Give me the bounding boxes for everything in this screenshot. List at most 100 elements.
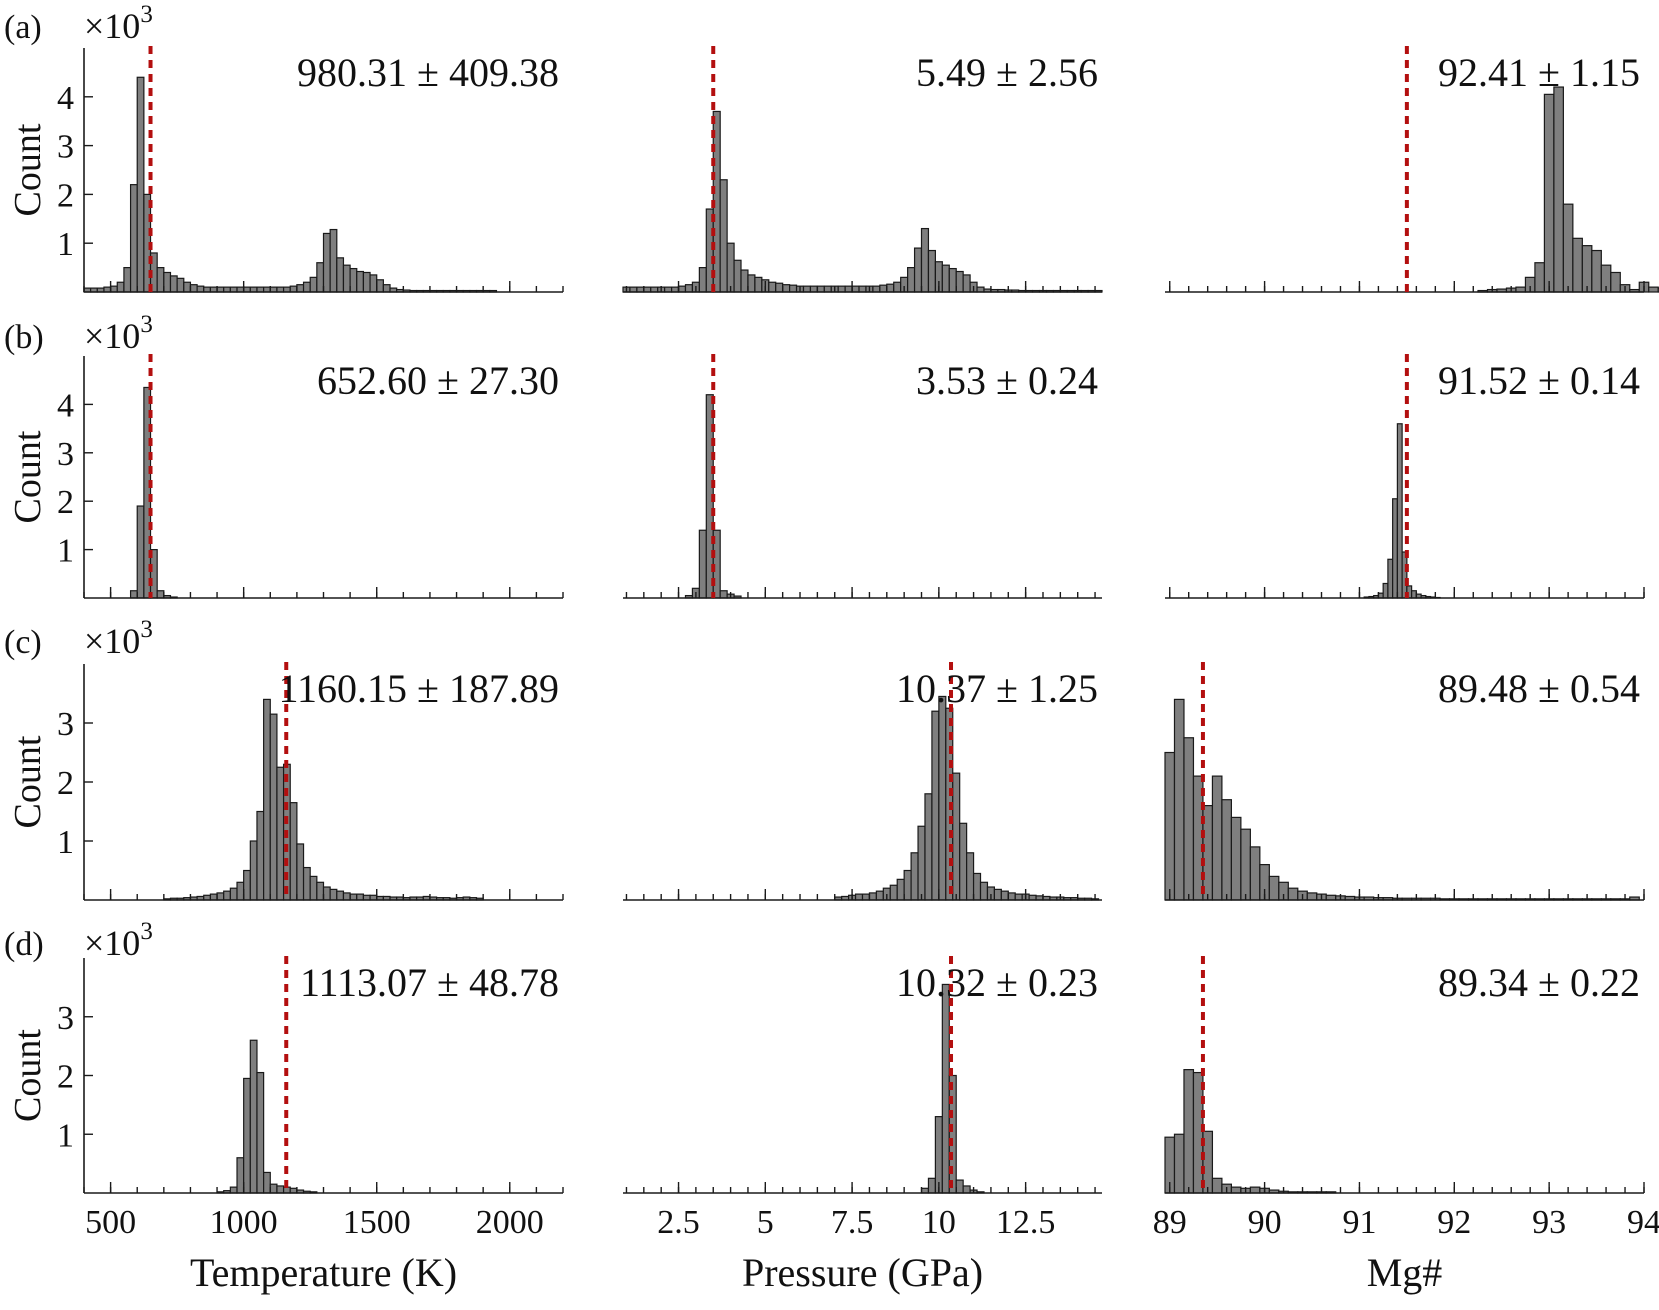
histogram-bar xyxy=(269,713,278,901)
y-scale-label: ×103 xyxy=(84,616,153,661)
histogram-bar xyxy=(362,271,371,293)
histogram-bar xyxy=(1534,262,1546,293)
histogram-bar xyxy=(962,274,971,293)
histogram-bar xyxy=(163,271,172,293)
histogram-bar xyxy=(677,285,687,293)
histogram-bar xyxy=(136,505,145,599)
histogram-bar xyxy=(110,285,118,293)
panel-label: (d) xyxy=(4,926,44,963)
histogram-bar xyxy=(941,983,950,1194)
histogram-bar xyxy=(1591,249,1602,293)
histogram-bar xyxy=(938,695,947,901)
y-scale-label: ×103 xyxy=(84,918,153,963)
y-tick-label: 4 xyxy=(57,387,74,424)
histogram-bar xyxy=(129,590,138,599)
histogram-bar xyxy=(236,1157,245,1194)
histogram-bar xyxy=(809,285,818,293)
panel-label: (b) xyxy=(4,319,44,356)
histogram-bar xyxy=(955,270,964,293)
y-tick-label: 2 xyxy=(57,1059,74,1096)
histogram-bar xyxy=(176,277,185,293)
histogram-bar xyxy=(802,285,812,293)
stat-label: 92.41 ± 1.15 xyxy=(1438,50,1640,95)
histogram-bar xyxy=(844,285,853,293)
histogram-bar xyxy=(1401,551,1408,599)
x-tick-label: 90 xyxy=(1248,1204,1282,1241)
histogram-bar xyxy=(269,1183,278,1194)
subplot-3-0: 1 2 3 500 1000 1500 2000 1113.07 ± 48.78 xyxy=(57,956,564,1241)
histogram-bar xyxy=(1306,892,1318,901)
histogram-bar xyxy=(733,259,742,293)
histogram-bar xyxy=(719,179,728,293)
histogram-bar xyxy=(726,242,735,293)
histogram-bar xyxy=(910,852,919,901)
histogram-bar xyxy=(1164,751,1176,901)
histogram-bar xyxy=(1411,590,1417,599)
histogram-bar xyxy=(948,1074,957,1194)
histogram-bar xyxy=(223,890,231,901)
x-tick-label: 2.5 xyxy=(657,1204,700,1241)
histogram-bar xyxy=(1382,582,1389,599)
x-tick-label: 94 xyxy=(1627,1204,1659,1241)
histogram-bar xyxy=(1230,1186,1242,1194)
x-tick-label: 1500 xyxy=(343,1204,411,1241)
x-tick-label: 500 xyxy=(85,1204,136,1241)
histogram-bar xyxy=(993,888,1002,901)
stat-label: 89.48 ± 0.54 xyxy=(1438,666,1640,711)
y-axis-label: Count xyxy=(7,735,49,828)
x-tick-label: 92 xyxy=(1437,1204,1471,1241)
histogram-bar xyxy=(249,1039,258,1194)
histogram-bar xyxy=(851,285,860,293)
histogram-bar xyxy=(959,822,968,901)
histogram-bar xyxy=(920,227,930,293)
histogram-bar xyxy=(289,802,298,901)
histogram-bar xyxy=(858,285,867,293)
histogram-bar xyxy=(369,274,378,293)
histogram-bar xyxy=(893,281,902,293)
stat-label: 1160.15 ± 187.89 xyxy=(279,666,559,711)
panel-label: (c) xyxy=(4,624,42,661)
histogram-bar xyxy=(302,281,311,293)
histogram-bar xyxy=(183,281,192,293)
histogram-bar xyxy=(1230,816,1242,901)
stat-label: 5.49 ± 2.56 xyxy=(916,50,1098,95)
histogram-bar xyxy=(243,869,251,901)
histogram-bar xyxy=(336,257,345,293)
histogram-bar xyxy=(1610,271,1621,293)
histogram-bar xyxy=(889,884,898,901)
histogram-bar xyxy=(376,279,384,293)
histogram-bar xyxy=(1183,737,1195,901)
histogram-bar xyxy=(1183,1069,1195,1194)
y-tick-label: 3 xyxy=(57,129,74,166)
histogram-bar xyxy=(316,262,325,293)
histogram-bar xyxy=(296,284,305,293)
histogram-bar xyxy=(952,772,961,901)
y-scale-label: ×103 xyxy=(84,1,153,46)
histogram-bar xyxy=(342,264,351,293)
histogram-bar xyxy=(1211,775,1223,901)
stat-label: 3.53 ± 0.24 xyxy=(916,358,1098,403)
y-tick-label: 1 xyxy=(57,1117,74,1154)
histogram-bar xyxy=(382,284,391,293)
histogram-bar xyxy=(854,893,864,901)
histogram-bar xyxy=(875,890,884,901)
histogram-bar xyxy=(927,249,936,293)
x-tick-label: 89 xyxy=(1153,1204,1187,1241)
histogram-bar xyxy=(1173,698,1185,901)
histogram-bar xyxy=(907,267,916,293)
y-tick-label: 2 xyxy=(57,484,74,521)
histogram-bar xyxy=(816,285,825,293)
histogram-bar xyxy=(948,267,957,293)
y-tick-label: 1 xyxy=(57,226,74,263)
stat-label: 1113.07 ± 48.78 xyxy=(300,960,559,1005)
histogram-bar xyxy=(256,810,265,901)
x-tick-label: 12.5 xyxy=(996,1204,1056,1241)
histogram-bar xyxy=(782,284,791,293)
histogram-bar xyxy=(1268,875,1280,901)
histogram-bar xyxy=(1553,86,1564,293)
subplot-3-1: 2.5 5 7.5 10 12.5 10.32 ± 0.23 xyxy=(623,956,1102,1241)
histogram-bar xyxy=(861,893,871,901)
histogram-bar xyxy=(1014,893,1023,901)
histogram-bar xyxy=(913,247,923,293)
